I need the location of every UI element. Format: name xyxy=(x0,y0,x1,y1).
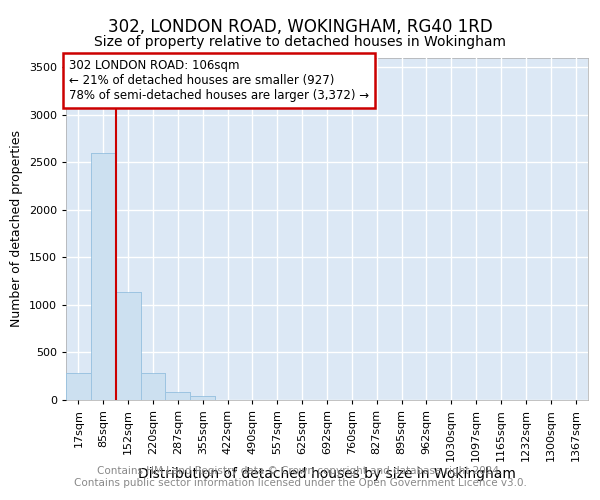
Text: 302 LONDON ROAD: 106sqm
← 21% of detached houses are smaller (927)
78% of semi-d: 302 LONDON ROAD: 106sqm ← 21% of detache… xyxy=(68,59,369,102)
Bar xyxy=(140,374,166,400)
Bar xyxy=(190,396,215,400)
Bar xyxy=(66,374,91,400)
X-axis label: Distribution of detached houses by size in Wokingham: Distribution of detached houses by size … xyxy=(138,466,516,480)
Bar xyxy=(190,396,215,400)
Y-axis label: Number of detached properties: Number of detached properties xyxy=(10,130,23,327)
Bar xyxy=(91,152,116,400)
Bar xyxy=(116,292,140,400)
Bar xyxy=(166,392,190,400)
Text: Contains HM Land Registry data © Crown copyright and database right 2024.
Contai: Contains HM Land Registry data © Crown c… xyxy=(74,466,526,487)
Text: 302, LONDON ROAD, WOKINGHAM, RG40 1RD: 302, LONDON ROAD, WOKINGHAM, RG40 1RD xyxy=(107,18,493,36)
Bar xyxy=(166,392,190,400)
Bar xyxy=(91,152,116,400)
Text: Size of property relative to detached houses in Wokingham: Size of property relative to detached ho… xyxy=(94,35,506,49)
Bar xyxy=(116,292,140,400)
Bar xyxy=(66,374,91,400)
Bar xyxy=(140,374,166,400)
